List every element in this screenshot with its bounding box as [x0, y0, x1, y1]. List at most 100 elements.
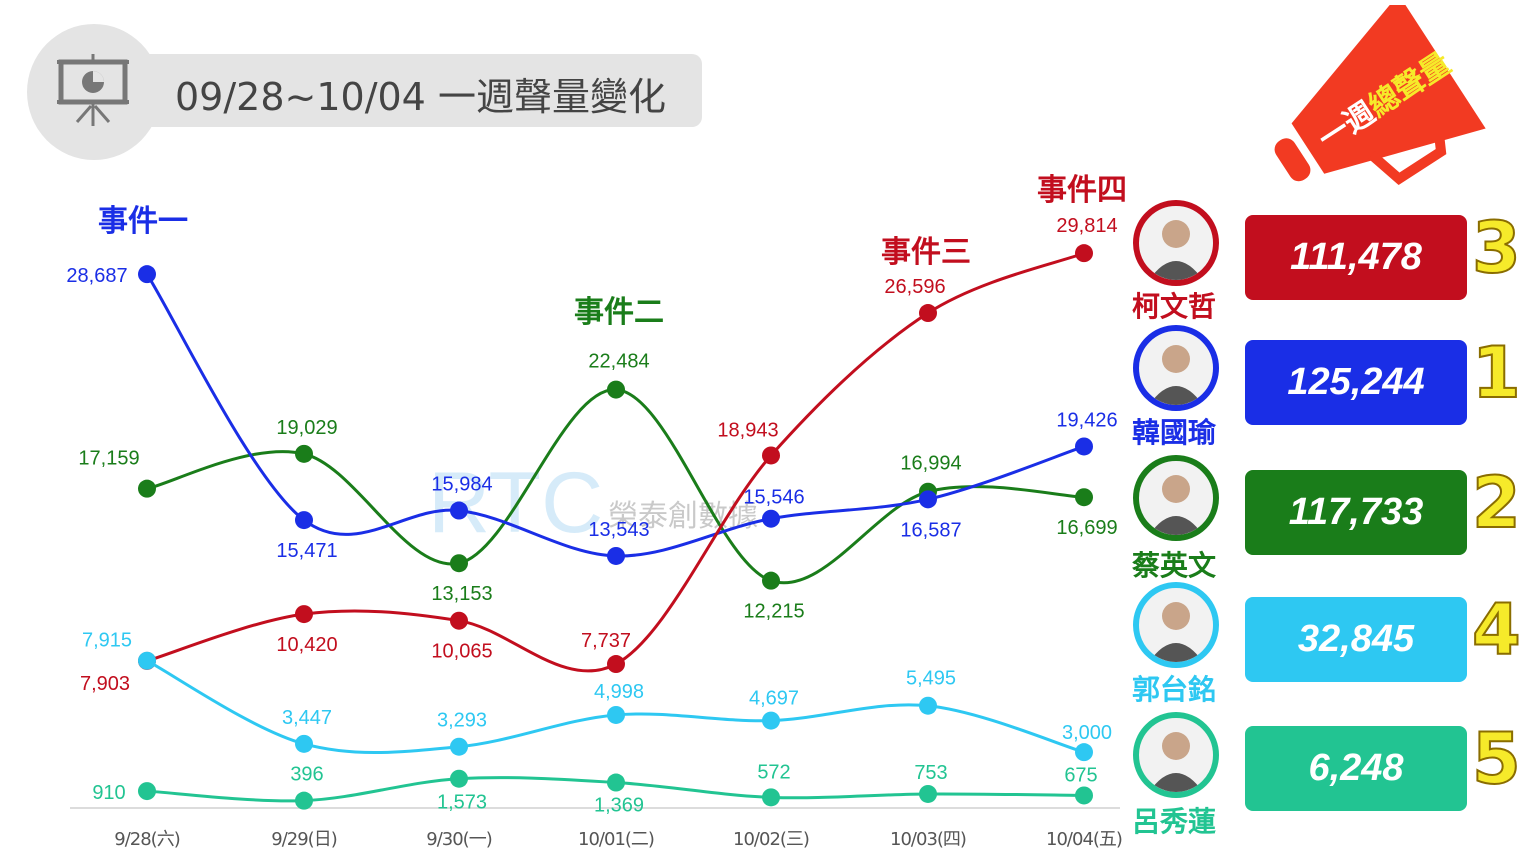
candidate-name: 韓國瑜 [1132, 416, 1217, 449]
megaphone-icon: 一週 總聲量 [1274, 5, 1486, 186]
data-label: 15,471 [276, 540, 337, 562]
x-tick-label: 9/30(一) [426, 829, 491, 850]
x-tick-label: 10/03(四) [890, 829, 966, 850]
rank-number: 5 [1471, 717, 1522, 801]
total-volume-value: 32,845 [1297, 618, 1415, 660]
data-point [762, 571, 780, 590]
data-label: 12,215 [743, 601, 804, 623]
data-point [138, 782, 156, 801]
data-label: 4,697 [749, 688, 799, 710]
candidate-avatar [1133, 712, 1219, 798]
data-point [1075, 743, 1093, 762]
x-tick-label: 10/04(五) [1046, 829, 1122, 850]
data-point [607, 655, 625, 674]
data-point [450, 769, 468, 788]
total-volume-value: 125,244 [1287, 361, 1425, 403]
rank-number: 1 [1471, 331, 1522, 415]
data-point [607, 546, 625, 565]
series-3 [138, 651, 1093, 762]
person-icon [1149, 602, 1203, 662]
data-label: 26,596 [884, 276, 945, 298]
data-point [295, 605, 313, 624]
person-icon [1149, 475, 1203, 535]
data-label: 22,484 [588, 351, 649, 373]
data-label: 910 [92, 782, 125, 804]
data-label: 13,543 [588, 519, 649, 541]
data-point [450, 737, 468, 756]
person-icon [1149, 345, 1203, 405]
data-label: 3,447 [282, 707, 332, 729]
total-volume-box: 111,478 [1245, 215, 1467, 300]
candidate-name: 呂秀蓮 [1132, 805, 1217, 838]
data-point [295, 444, 313, 463]
rank-number: 2 [1471, 461, 1522, 545]
total-volume-box: 6,248 [1245, 726, 1467, 811]
data-point [762, 788, 780, 807]
data-point [1075, 437, 1093, 456]
data-label: 13,153 [431, 583, 492, 605]
data-label: 572 [757, 761, 790, 783]
event-annotation: 事件三 [881, 235, 971, 270]
candidate-avatar [1133, 325, 1219, 411]
person-icon [1149, 732, 1203, 792]
data-label: 4,998 [594, 681, 644, 703]
data-point [607, 380, 625, 399]
data-point [450, 501, 468, 520]
candidate-avatar [1133, 582, 1219, 668]
total-volume-box: 117,733 [1245, 470, 1467, 555]
data-label: 15,546 [743, 487, 804, 509]
candidate-avatar [1133, 455, 1219, 541]
data-label: 7,737 [581, 630, 631, 652]
x-tick-label: 10/02(三) [733, 829, 809, 850]
data-label: 1,369 [594, 795, 644, 817]
x-tick-label: 10/01(二) [578, 829, 654, 850]
data-point [1075, 786, 1093, 805]
data-point [607, 773, 625, 792]
data-point [295, 791, 313, 810]
data-point [1075, 244, 1093, 263]
candidate-name: 柯文哲 [1132, 290, 1217, 323]
data-label: 7,903 [80, 673, 130, 695]
data-label: 16,994 [900, 453, 961, 475]
data-point [919, 304, 937, 323]
data-label: 5,495 [906, 668, 956, 690]
data-label: 1,573 [437, 792, 487, 814]
data-label: 28,687 [66, 265, 127, 287]
data-label: 3,000 [1062, 722, 1112, 744]
data-label: 10,065 [431, 641, 492, 663]
person-icon [1149, 220, 1203, 280]
data-label: 18,943 [717, 419, 778, 441]
data-label: 7,915 [82, 630, 132, 652]
candidate-name: 蔡英文 [1132, 549, 1217, 582]
series-1 [138, 265, 1093, 565]
candidate-name: 郭台銘 [1132, 673, 1217, 706]
candidate-avatar [1133, 200, 1219, 286]
event-annotation: 事件四 [1037, 173, 1127, 208]
data-point [762, 711, 780, 730]
rank-number: 4 [1471, 588, 1522, 672]
data-point [919, 490, 937, 509]
data-label: 29,814 [1056, 215, 1117, 237]
header-bar [95, 54, 702, 127]
total-volume-box: 32,845 [1245, 597, 1467, 682]
data-label: 19,426 [1056, 409, 1117, 431]
total-volume-box: 125,244 [1245, 340, 1467, 425]
data-point [295, 511, 313, 530]
data-point [919, 696, 937, 715]
event-annotation: 事件一 [98, 204, 188, 239]
data-point [138, 265, 156, 284]
data-label: 396 [290, 764, 323, 786]
x-tick-label: 9/28(六) [114, 829, 179, 850]
data-point [295, 734, 313, 753]
x-tick-label: 9/29(日) [271, 829, 336, 850]
rank-number: 3 [1471, 206, 1522, 290]
data-point [450, 611, 468, 630]
series-4 [138, 769, 1093, 810]
data-label: 15,984 [431, 474, 492, 496]
data-label: 16,587 [900, 519, 961, 541]
data-label: 17,159 [78, 448, 139, 470]
data-point [919, 784, 937, 803]
data-label: 10,420 [276, 634, 337, 656]
total-volume-value: 117,733 [1288, 491, 1424, 533]
data-point [450, 554, 468, 573]
